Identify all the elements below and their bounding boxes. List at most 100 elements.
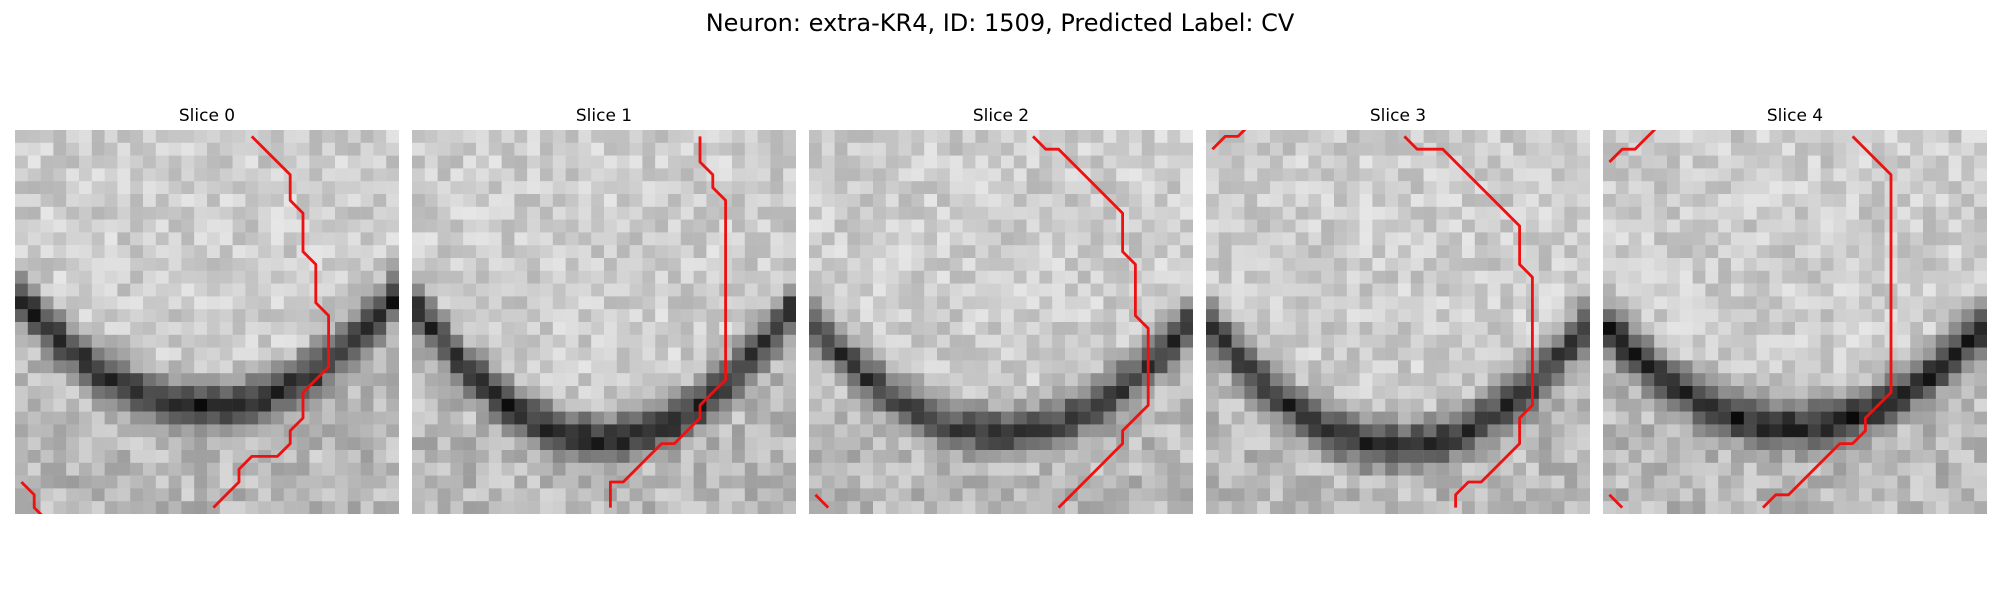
- voxel-pixel: [1257, 450, 1271, 464]
- voxel-pixel: [1910, 360, 1924, 374]
- voxel-pixel: [1782, 155, 1796, 169]
- voxel-pixel: [1513, 488, 1527, 502]
- voxel-pixel: [565, 142, 579, 156]
- voxel-pixel: [1026, 270, 1040, 284]
- voxel-pixel: [412, 411, 426, 425]
- voxel-pixel: [437, 462, 451, 476]
- voxel-pixel: [1769, 270, 1783, 284]
- voxel-pixel: [988, 232, 1002, 246]
- voxel-pixel: [1206, 245, 1220, 259]
- voxel-pixel: [1974, 322, 1987, 336]
- voxel-pixel: [911, 437, 925, 451]
- voxel-pixel: [207, 181, 221, 195]
- voxel-pixel: [1231, 347, 1245, 361]
- voxel-pixel: [1410, 258, 1424, 272]
- voxel-pixel: [1462, 450, 1476, 464]
- voxel-pixel: [655, 283, 669, 297]
- voxel-pixel: [552, 411, 566, 425]
- voxel-pixel: [1244, 309, 1258, 323]
- voxel-pixel: [1654, 219, 1668, 233]
- voxel-pixel: [1244, 488, 1258, 502]
- voxel-pixel: [732, 283, 746, 297]
- voxel-pixel: [1103, 206, 1117, 220]
- voxel-pixel: [1679, 475, 1693, 489]
- voxel-pixel: [53, 386, 67, 400]
- voxel-pixel: [1961, 411, 1975, 425]
- voxel-pixel: [1474, 309, 1488, 323]
- voxel-pixel: [642, 360, 656, 374]
- voxel-pixel: [1474, 283, 1488, 297]
- voxel-pixel: [1654, 398, 1668, 412]
- voxel-pixel: [1141, 450, 1155, 464]
- voxel-pixel: [757, 296, 771, 310]
- voxel-pixel: [604, 168, 618, 182]
- voxel-pixel: [744, 360, 758, 374]
- voxel-pixel: [552, 296, 566, 310]
- voxel-pixel: [1718, 270, 1732, 284]
- voxel-pixel: [1410, 283, 1424, 297]
- voxel-pixel: [1551, 424, 1565, 438]
- voxel-pixel: [1346, 219, 1360, 233]
- voxel-pixel: [693, 296, 707, 310]
- voxel-pixel: [488, 283, 502, 297]
- voxel-pixel: [1436, 155, 1450, 169]
- voxel-pixel: [680, 475, 694, 489]
- voxel-pixel: [1167, 488, 1181, 502]
- voxel-pixel: [1372, 475, 1386, 489]
- voxel-pixel: [1577, 130, 1590, 144]
- voxel-pixel: [924, 398, 938, 412]
- voxel-pixel: [1679, 219, 1693, 233]
- voxel-pixel: [1257, 386, 1271, 400]
- voxel-pixel: [1679, 283, 1693, 297]
- voxel-pixel: [1487, 206, 1501, 220]
- voxel-pixel: [1705, 386, 1719, 400]
- voxel-pixel: [1385, 194, 1399, 208]
- voxel-pixel: [616, 206, 630, 220]
- voxel-pixel: [53, 232, 67, 246]
- voxel-pixel: [1487, 501, 1501, 514]
- voxel-pixel: [1807, 411, 1821, 425]
- voxel-pixel: [616, 437, 630, 451]
- voxel-pixel: [1526, 206, 1540, 220]
- voxel-pixel: [757, 501, 771, 514]
- voxel-pixel: [744, 296, 758, 310]
- voxel-pixel: [1013, 334, 1027, 348]
- voxel-pixel: [1859, 450, 1873, 464]
- voxel-pixel: [1026, 475, 1040, 489]
- voxel-pixel: [104, 219, 118, 233]
- voxel-pixel: [949, 450, 963, 464]
- voxel-pixel: [1410, 347, 1424, 361]
- voxel-pixel: [1961, 424, 1975, 438]
- voxel-pixel: [1667, 309, 1681, 323]
- voxel-pixel: [1385, 245, 1399, 259]
- voxel-pixel: [680, 347, 694, 361]
- voxel-pixel: [1321, 411, 1335, 425]
- voxel-pixel: [1526, 142, 1540, 156]
- voxel-pixel: [322, 206, 336, 220]
- voxel-pixel: [1705, 322, 1719, 336]
- voxel-pixel: [181, 181, 195, 195]
- voxel-pixel: [1487, 347, 1501, 361]
- voxel-pixel: [322, 245, 336, 259]
- voxel-pixel: [1001, 168, 1015, 182]
- voxel-pixel: [258, 258, 272, 272]
- voxel-pixel: [1577, 155, 1590, 169]
- voxel-pixel: [924, 296, 938, 310]
- voxel-pixel: [1385, 232, 1399, 246]
- voxel-pixel: [1359, 424, 1373, 438]
- voxel-pixel: [155, 168, 169, 182]
- voxel-pixel: [962, 386, 976, 400]
- voxel-pixel: [1551, 373, 1565, 387]
- voxel-pixel: [1603, 462, 1617, 476]
- voxel-pixel: [1628, 334, 1642, 348]
- voxel-pixel: [40, 194, 54, 208]
- voxel-pixel: [117, 130, 131, 144]
- voxel-pixel: [1141, 501, 1155, 514]
- voxel-pixel: [347, 347, 361, 361]
- voxel-pixel: [565, 450, 579, 464]
- voxel-pixel: [1474, 194, 1488, 208]
- voxel-pixel: [1500, 462, 1514, 476]
- voxel-pixel: [1282, 258, 1296, 272]
- voxel-pixel: [1436, 398, 1450, 412]
- voxel-pixel: [40, 130, 54, 144]
